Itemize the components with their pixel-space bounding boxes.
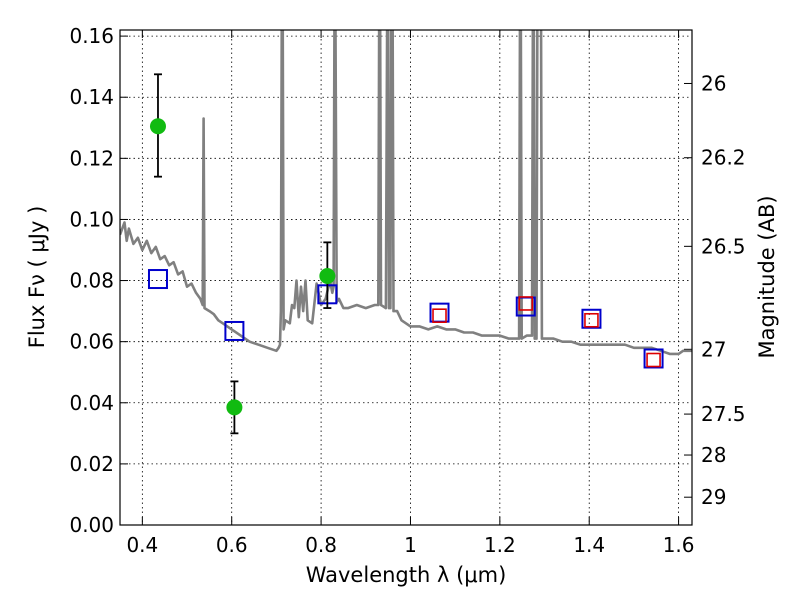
y-tick-label: 0.10 [69,207,114,231]
observed-point [226,399,243,416]
y2-tick-label: 27 [701,337,726,361]
x-tick-label: 0.4 [126,533,158,557]
y-axis-label: Flux Fν ( μJy ) [25,206,49,349]
y-tick-label: 0.12 [69,146,114,170]
y2-tick-label: 26.2 [701,146,746,170]
y-tick-label: 0.14 [69,85,114,109]
model-point-blue [147,269,168,290]
observed-point [149,118,166,135]
y-tick-label: 0.00 [69,513,114,537]
observed-point [319,267,336,284]
model-point-blue [224,320,245,341]
x-tick-label: 1.4 [573,533,605,557]
y2-tick-label: 26 [701,71,726,95]
x-axis-label: Wavelength λ (μm) [306,563,507,587]
grid [120,30,692,526]
model-point-red [432,308,447,323]
y-tick-label: 0.04 [69,391,114,415]
x-tick-label: 0.6 [216,533,248,557]
model-point-red [518,296,534,311]
x-tick-label: 1.6 [663,533,695,557]
y-tick-label: 0.08 [69,269,114,293]
model-point-blue [581,308,602,329]
chart-marks [120,30,692,435]
y-tick-label: 0.16 [69,24,114,48]
y2-tick-label: 27.5 [701,402,746,426]
tick-labels: 0.4 0.6 0.8 1 1.2 1.4 1.6 0.00 0.02 0.04 0.06 0.08 0… [69,24,745,557]
spectrum-line [120,30,692,356]
x-tick-label: 1.2 [484,533,516,557]
y2-tick-label: 26.5 [701,234,746,258]
x-tick-label: 1 [404,533,417,557]
y2-tick-label: 28 [701,443,726,467]
plot-frame [119,29,693,526]
y-tick-label: 0.02 [69,452,114,476]
model-point-blue [643,348,664,369]
model-point-red [646,352,661,368]
model-point-red [584,312,599,328]
x-tick-label: 0.8 [305,533,337,557]
plot-background [120,30,692,525]
y-tick-label: 0.06 [69,330,114,354]
y2-tick-label: 29 [701,485,726,509]
y2-axis-label: Magnitude (AB) [755,195,779,358]
ticks [120,30,692,526]
